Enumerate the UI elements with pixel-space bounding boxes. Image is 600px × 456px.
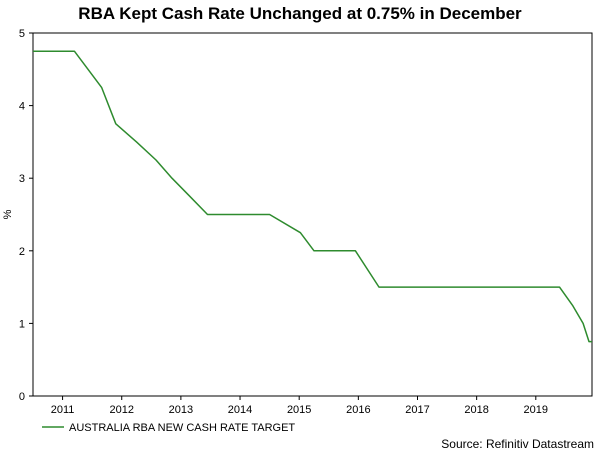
x-tick-label: 2017 [405, 404, 429, 416]
source-note: Source: Refinitiv Datastream [441, 437, 594, 451]
y-tick-label: 5 [19, 28, 25, 40]
series-line [33, 50, 592, 343]
x-tick-label: 2018 [464, 404, 488, 416]
y-tick-label: 2 [19, 246, 25, 258]
x-axis: 2011 2012 2013 2014 2015 2016 2017 2018 2019 [51, 396, 548, 416]
y-axis: 0 1 2 3 4 5 [19, 28, 33, 403]
x-tick-label: 2012 [109, 404, 133, 416]
x-tick-label: 2013 [169, 404, 193, 416]
legend-label: AUSTRALIA RBA NEW CASH RATE TARGET [69, 422, 295, 434]
x-tick-label: 2011 [51, 404, 75, 416]
y-tick-label: 4 [19, 101, 25, 113]
chart-title: RBA Kept Cash Rate Unchanged at 0.75% in… [78, 4, 522, 23]
plot-frame [32, 32, 593, 397]
y-tick-label: 0 [19, 391, 25, 403]
x-tick-label: 2016 [346, 404, 370, 416]
x-tick-label: 2019 [524, 404, 548, 416]
x-tick-label: 2015 [287, 404, 311, 416]
x-tick-label: 2014 [228, 404, 252, 416]
y-axis-label: % [2, 209, 14, 219]
series-layer [33, 50, 592, 343]
y-tick-label: 1 [19, 318, 25, 330]
y-tick-label: 3 [19, 173, 25, 185]
